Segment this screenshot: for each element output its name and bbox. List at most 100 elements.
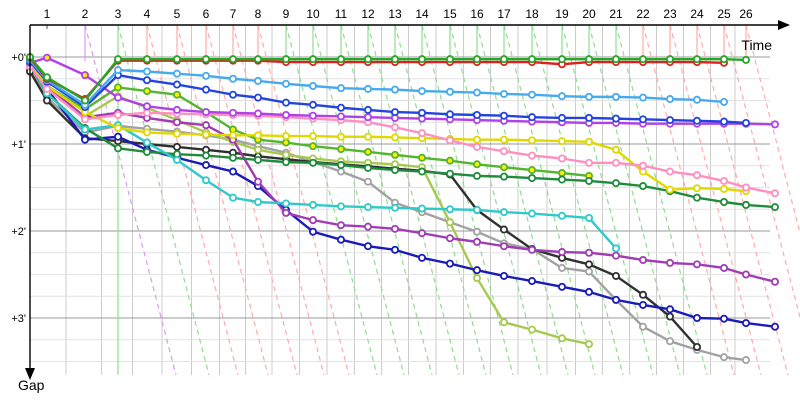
checkpoint-marker-yellow xyxy=(201,130,210,139)
checkpoint-marker-sky-blue xyxy=(390,85,399,94)
lap-label: 11 xyxy=(335,7,348,21)
checkpoint-marker-black xyxy=(585,260,594,269)
checkpoint-marker-navy-blue xyxy=(612,295,621,304)
checkpoint-marker-navy-blue xyxy=(363,242,372,251)
checkpoint-marker-green-leader xyxy=(114,55,123,64)
lap-label: 10 xyxy=(306,7,320,21)
checkpoint-marker-royal-blue xyxy=(528,113,537,122)
checkpoint-marker-green-leader xyxy=(417,55,426,64)
checkpoint-marker-navy-blue xyxy=(390,245,399,254)
checkpoint-marker-pink xyxy=(585,158,594,167)
checkpoint-marker-royal-blue xyxy=(201,85,210,94)
checkpoint-marker-medium-green xyxy=(363,147,372,156)
checkpoint-marker-sky-blue xyxy=(228,74,237,83)
checkpoint-diagonal xyxy=(367,24,460,376)
checkpoint-marker-pink xyxy=(528,151,537,160)
checkpoint-marker-pink xyxy=(693,171,702,180)
lap-label: 22 xyxy=(636,7,650,21)
checkpoint-marker-green-leader xyxy=(472,55,481,64)
checkpoint-marker-dark-green xyxy=(417,167,426,176)
gap-line-violet xyxy=(28,56,777,126)
checkpoint-marker-dark-green xyxy=(693,193,702,202)
checkpoint-marker-sky-blue xyxy=(417,87,426,96)
checkpoint-marker-navy-blue xyxy=(499,271,508,280)
checkpoint-marker-navy-blue xyxy=(693,313,702,322)
lap-label: 1 xyxy=(44,7,51,21)
checkpoint-marker-green-leader xyxy=(363,55,372,64)
checkpoint-marker-cyan xyxy=(81,125,90,134)
checkpoint-marker-dark-green xyxy=(445,169,454,178)
checkpoint-marker-purple xyxy=(363,222,372,231)
checkpoint-marker-gray xyxy=(363,177,372,186)
checkpoint-marker-green-leader xyxy=(742,55,751,64)
checkpoint-marker-yellow xyxy=(228,131,237,140)
checkpoint-marker-green-leader xyxy=(228,55,237,64)
checkpoint-marker-green-leader xyxy=(666,55,675,64)
checkpoint-marker-cyan xyxy=(558,211,567,220)
checkpoint-marker-medium-green xyxy=(528,166,537,175)
checkpoint-marker-royal-blue xyxy=(336,103,345,112)
checkpoint-marker-violet xyxy=(771,120,780,129)
checkpoint-marker-navy-blue xyxy=(81,135,90,144)
checkpoint-marker-medium-green xyxy=(417,153,426,162)
checkpoint-marker-sky-blue xyxy=(281,79,290,88)
checkpoint-diagonal xyxy=(257,24,350,376)
checkpoint-marker-yellow xyxy=(693,184,702,193)
checkpoint-marker-yellow xyxy=(363,132,372,141)
checkpoint-marker-yellow xyxy=(390,133,399,142)
checkpoint-marker-green-leader xyxy=(81,96,90,105)
checkpoint-marker-pink xyxy=(142,108,151,117)
checkpoint-marker-purple xyxy=(445,234,454,243)
checkpoint-marker-yellow xyxy=(336,132,345,141)
checkpoint-marker-royal-blue xyxy=(445,110,454,119)
checkpoint-marker-dark-green xyxy=(499,172,508,181)
checkpoint-marker-pink xyxy=(666,167,675,176)
checkpoint-marker-medium-green xyxy=(499,163,508,172)
checkpoint-marker-dark-green xyxy=(720,197,729,206)
checkpoint-marker-cyan xyxy=(528,209,537,218)
checkpoint-marker-violet xyxy=(228,108,237,117)
checkpoint-marker-pink xyxy=(81,115,90,124)
checkpoint-marker-sky-blue xyxy=(114,66,123,75)
checkpoint-marker-green-leader xyxy=(308,55,317,64)
lap-label: 23 xyxy=(663,7,677,21)
checkpoint-marker-purple xyxy=(771,277,780,286)
checkpoint-marker-navy-blue xyxy=(472,266,481,275)
checkpoint-marker-cyan xyxy=(585,213,594,222)
checkpoint-marker-violet xyxy=(114,93,123,102)
lap-label: 21 xyxy=(609,7,623,21)
lap-label: 20 xyxy=(582,7,596,21)
checkpoint-marker-purple xyxy=(720,263,729,272)
checkpoint-marker-royal-blue xyxy=(558,113,567,122)
lap-label: 24 xyxy=(690,7,704,21)
checkpoint-marker-navy-blue xyxy=(558,282,567,291)
checkpoint-diagonal xyxy=(561,24,654,376)
checkpoint-marker-purple xyxy=(201,121,210,130)
checkpoint-marker-black xyxy=(499,225,508,234)
checkpoint-marker-dark-green xyxy=(336,161,345,170)
checkpoint-marker-purple xyxy=(585,248,594,257)
checkpoint-marker-purple xyxy=(336,221,345,230)
checkpoint-marker-yellow xyxy=(114,124,123,133)
checkpoint-diagonal xyxy=(117,24,210,376)
checkpoint-marker-purple xyxy=(612,251,621,260)
checkpoint-marker-dark-green xyxy=(228,153,237,162)
checkpoint-diagonal xyxy=(394,24,487,376)
checkpoint-diagonal xyxy=(232,24,325,376)
checkpoint-reference-lines xyxy=(46,24,800,376)
checkpoint-marker-sky-blue xyxy=(612,92,621,101)
y-axis-title: Gap xyxy=(18,377,45,393)
checkpoint-marker-violet xyxy=(281,111,290,120)
checkpoint-marker-dark-green xyxy=(742,200,751,209)
checkpoint-marker-yellow xyxy=(528,136,537,145)
checkpoint-marker-apple-green xyxy=(281,150,290,159)
checkpoint-marker-apple-green xyxy=(528,325,537,334)
checkpoint-marker-cyan xyxy=(228,193,237,202)
checkpoint-marker-navy-blue xyxy=(771,322,780,331)
checkpoint-marker-green-leader xyxy=(499,55,508,64)
checkpoint-marker-yellow xyxy=(720,184,729,193)
checkpoint-marker-green-leader xyxy=(720,55,729,64)
checkpoint-marker-cyan xyxy=(417,204,426,213)
checkpoint-marker-gray xyxy=(720,353,729,362)
checkpoint-marker-pink xyxy=(742,183,751,192)
